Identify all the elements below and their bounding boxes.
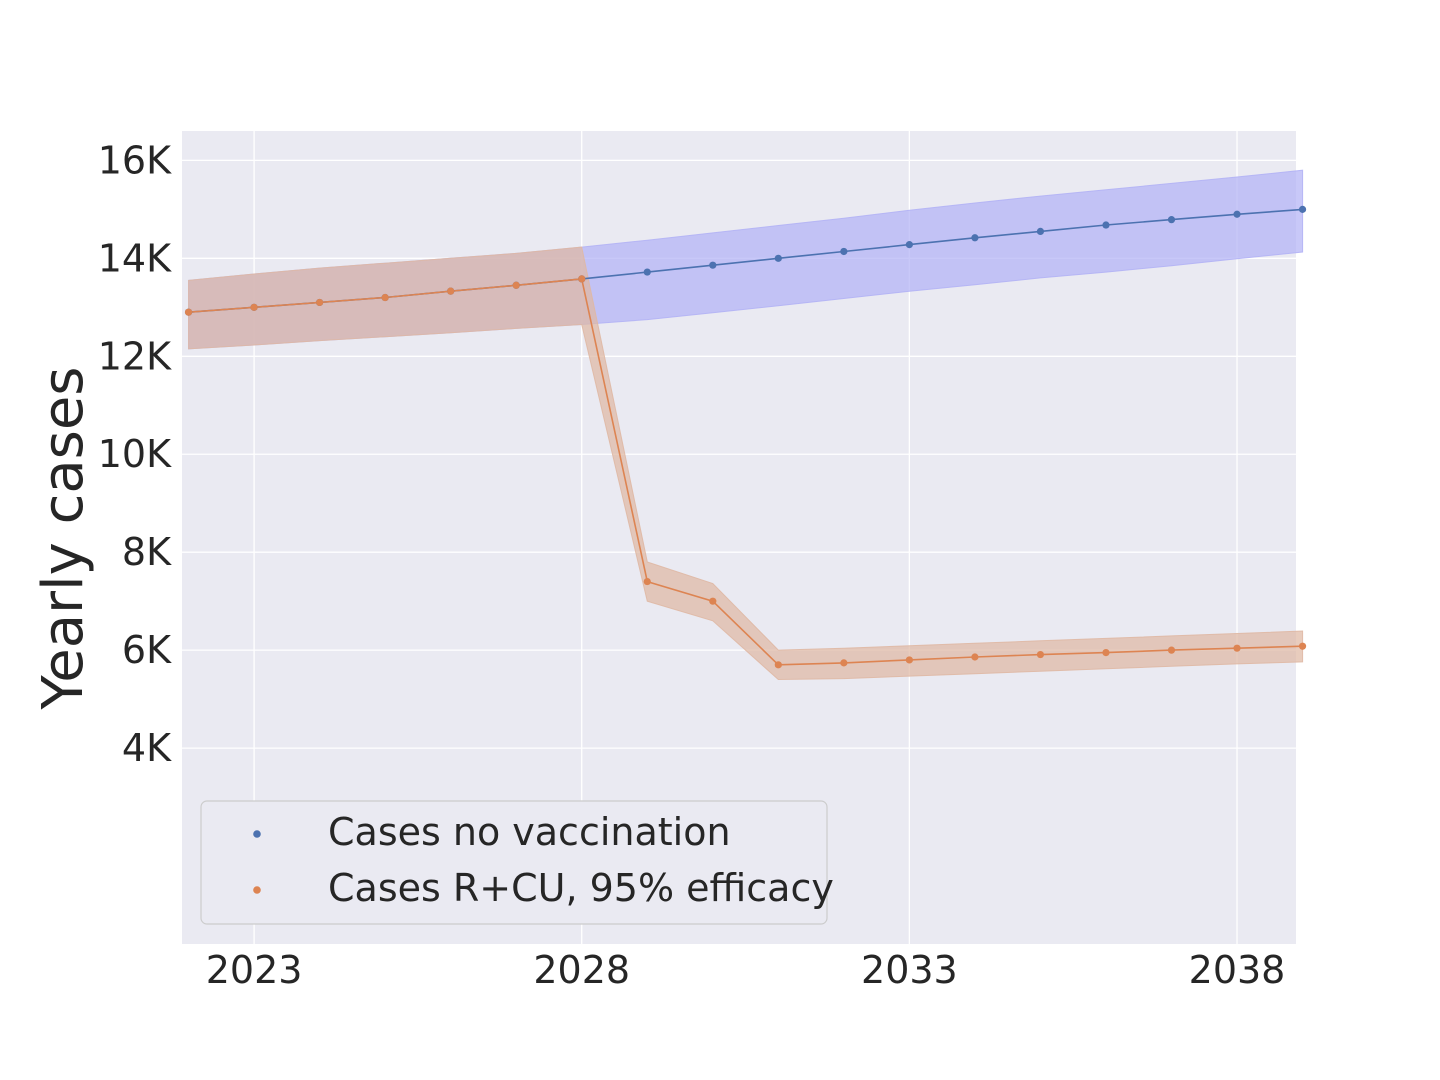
point-cases-no-vaccination (774, 254, 782, 262)
legend-entry-rcu-95-efficacy: Cases R+CU, 95% efficacy (328, 866, 834, 910)
point-cases-r-cu-95-efficacy (184, 308, 193, 316)
point-cases-no-vaccination (1036, 227, 1045, 236)
point-cases-r-cu-95-efficacy (840, 659, 848, 667)
point-cases-no-vaccination (1102, 221, 1110, 229)
series-lines (188, 208, 1303, 666)
y-tick-label: 8K (122, 530, 172, 574)
y-tick-label: 14K (98, 236, 172, 280)
point-cases-r-cu-95-efficacy (774, 661, 782, 669)
point-cases-no-vaccination (971, 234, 979, 242)
legend-marker-rcu-95-efficacy (253, 886, 261, 894)
point-cases-no-vaccination (643, 268, 651, 276)
point-cases-r-cu-95-efficacy (971, 653, 979, 661)
legend-marker-no-vaccination (253, 830, 261, 838)
x-tick-label: 2038 (1189, 948, 1286, 992)
point-cases-r-cu-95-efficacy (1167, 646, 1176, 654)
y-tick-label: 12K (98, 334, 172, 378)
point-cases-no-vaccination (1233, 210, 1241, 218)
x-tick-label: 2023 (206, 948, 303, 992)
confidence-bands (188, 169, 1304, 681)
series-points (184, 205, 1307, 669)
y-axis-label: Yearly cases (31, 367, 96, 711)
point-cases-r-cu-95-efficacy (250, 303, 258, 311)
point-cases-r-cu-95-efficacy (1298, 642, 1307, 650)
point-cases-no-vaccination (1167, 216, 1176, 224)
y-tick-label: 10K (98, 432, 172, 476)
point-cases-r-cu-95-efficacy (905, 656, 913, 664)
point-cases-r-cu-95-efficacy (1102, 648, 1110, 657)
x-tick-labels: 2023 2028 2033 2038 (206, 948, 1286, 992)
band-cases-r-cu-95-efficacy (188, 246, 1304, 681)
point-cases-r-cu-95-efficacy (578, 275, 586, 283)
point-cases-r-cu-95-efficacy (643, 577, 651, 586)
point-cases-r-cu-95-efficacy (709, 597, 717, 605)
point-cases-r-cu-95-efficacy (381, 293, 389, 302)
legend: Cases no vaccination Cases R+CU, 95% eff… (200, 800, 834, 925)
x-tick-label: 2033 (861, 948, 958, 992)
point-cases-no-vaccination (905, 241, 913, 249)
point-cases-no-vaccination (709, 261, 717, 269)
point-cases-r-cu-95-efficacy (316, 298, 324, 307)
y-tick-label: 4K (122, 726, 172, 770)
legend-box (200, 800, 828, 925)
y-tick-label: 16K (98, 138, 172, 182)
y-tick-labels: 4K 6K 8K 10K 12K 14K 16K (98, 138, 172, 770)
point-cases-no-vaccination (1298, 205, 1307, 213)
point-cases-r-cu-95-efficacy (1036, 650, 1045, 659)
x-tick-label: 2028 (533, 948, 630, 992)
line-cases-r-cu-95-efficacy (188, 278, 1303, 666)
point-cases-r-cu-95-efficacy (1233, 644, 1241, 652)
point-cases-r-cu-95-efficacy (447, 287, 455, 295)
y-tick-label: 6K (122, 628, 172, 672)
point-cases-no-vaccination (840, 247, 848, 256)
legend-entry-no-vaccination: Cases no vaccination (328, 810, 731, 854)
point-cases-r-cu-95-efficacy (512, 281, 520, 289)
